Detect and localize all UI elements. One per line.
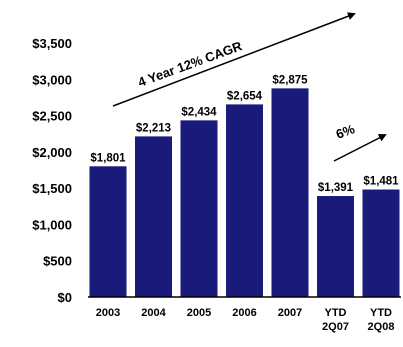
bar: [226, 104, 263, 297]
x-tick-label: YTD: [325, 307, 347, 319]
bar: [135, 136, 172, 297]
growth-annotation-label: 6%: [334, 121, 357, 142]
x-tick-label: 2004: [141, 307, 166, 319]
y-axis: $0 $500 $1,000 $1,500 $2,000 $2,500 $3,000 $3,5…: [32, 36, 72, 305]
bar: [89, 166, 127, 297]
y-tick-label: $3,500: [32, 36, 72, 51]
data-labels: $1,801 $2,213 $2,434 $2,654 $2,875 $1,391 $1,4…: [90, 74, 399, 194]
data-label: $1,481: [363, 176, 399, 188]
y-tick-label: $1,500: [32, 181, 72, 196]
x-tick-label: 2005: [187, 307, 211, 319]
x-tick-label: 2Q08: [368, 321, 395, 333]
y-tick-label: $2,000: [32, 145, 72, 160]
bar: [271, 88, 309, 297]
data-label: $1,391: [318, 182, 354, 194]
bar-series: [89, 88, 400, 297]
x-tick-label: 2006: [232, 307, 256, 319]
cagr-annotation-label: 4 Year 12% CAGR: [136, 38, 245, 90]
data-label: $2,654: [227, 90, 263, 102]
y-tick-label: $2,500: [32, 109, 72, 124]
y-tick-label: $0: [58, 290, 72, 305]
y-tick-label: $3,000: [32, 72, 72, 87]
cagr-arrow: [112, 12, 356, 107]
x-tick-label: YTD: [370, 307, 392, 319]
y-tick-label: $500: [43, 254, 72, 269]
x-tick-label: 2003: [96, 307, 120, 319]
data-label: $2,434: [181, 106, 217, 118]
x-tick-label: 2Q07: [322, 321, 349, 333]
data-label: $2,213: [136, 122, 171, 134]
data-label: $1,801: [90, 152, 126, 164]
bar: [362, 189, 400, 297]
x-tick-label: 2007: [278, 307, 302, 319]
bar: [180, 120, 218, 297]
x-axis: 2003 2004 2005 2006 2007 YTD 2Q07 YTD 2Q08: [96, 307, 395, 333]
growth-annotation: 6%: [333, 121, 387, 162]
growth-arrow: [333, 134, 387, 162]
y-tick-label: $1,000: [32, 217, 72, 232]
data-label: $2,875: [272, 74, 308, 86]
bar: [317, 196, 354, 297]
